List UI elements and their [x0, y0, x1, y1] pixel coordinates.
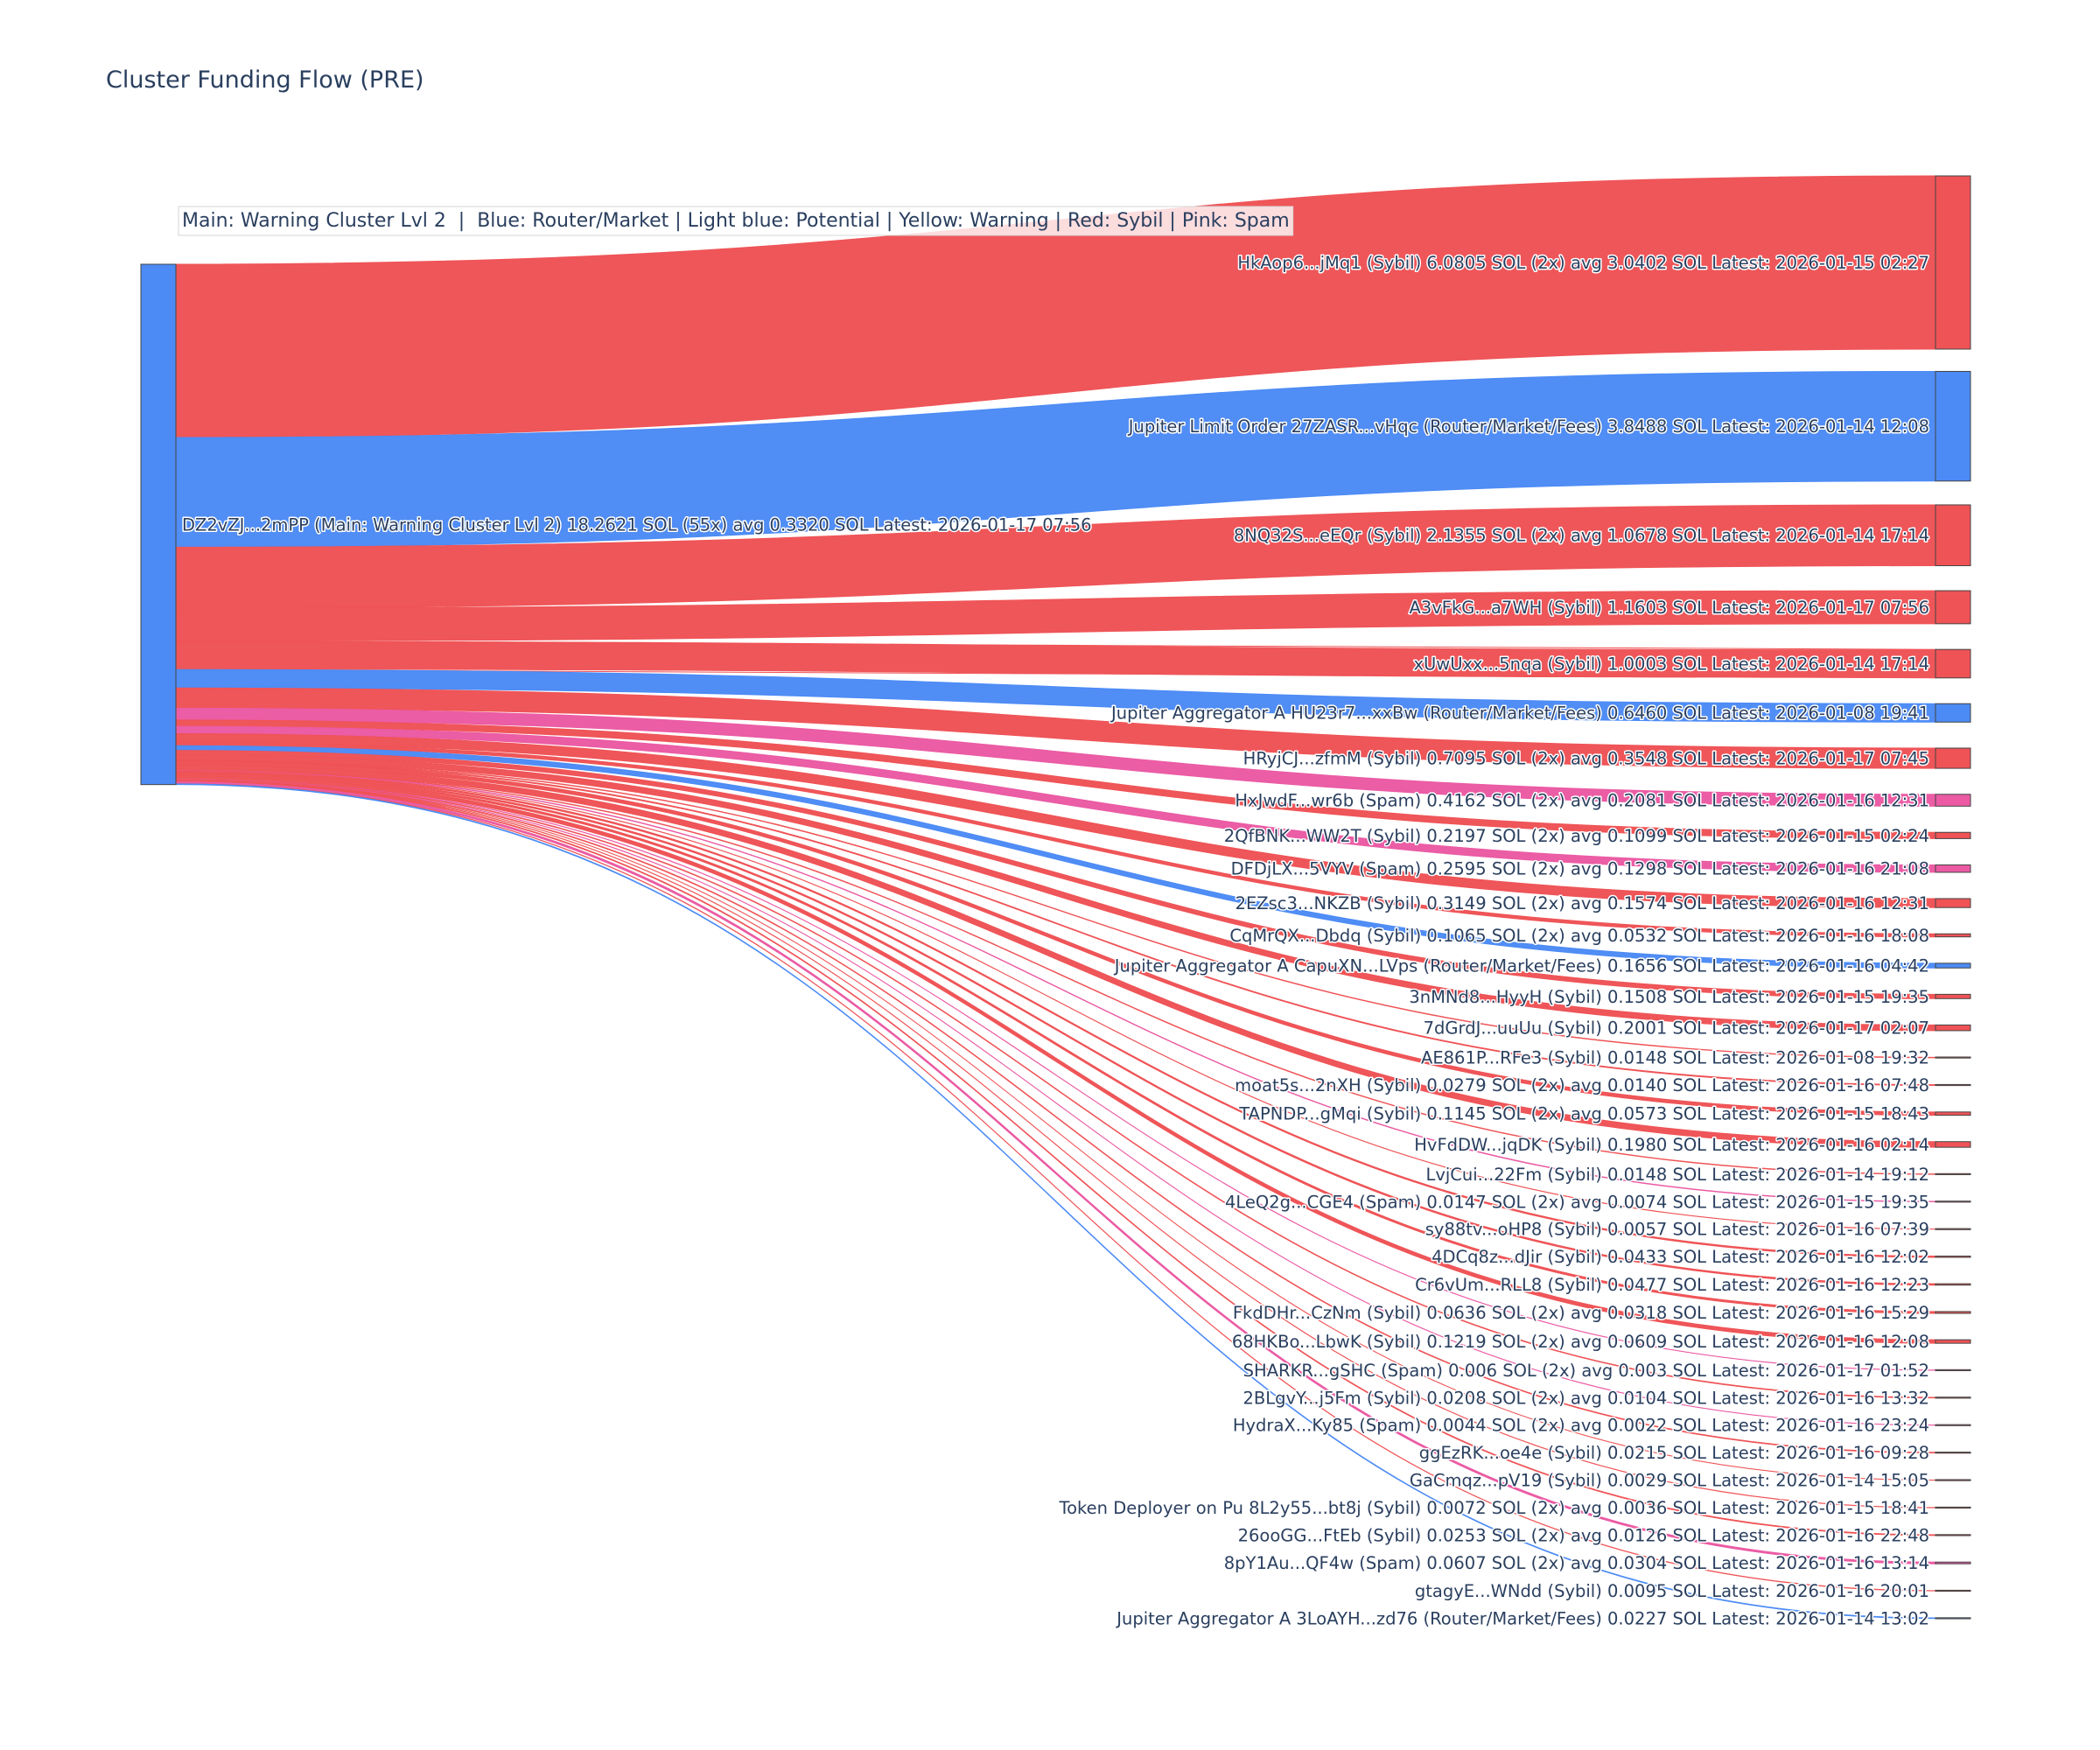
target-node[interactable]	[1935, 590, 1971, 625]
target-node[interactable]	[1935, 1561, 1971, 1564]
target-node-label: 3nMNd8...HyyH (Sybil) 0.1508 SOL Latest:…	[1409, 987, 1929, 1007]
target-node[interactable]	[1935, 1311, 1971, 1314]
target-node[interactable]	[1935, 1172, 1971, 1175]
target-node-label: Jupiter Aggregator A HU23r7...xxBw (Rout…	[1110, 704, 1929, 724]
target-node[interactable]	[1935, 1283, 1971, 1286]
target-node-label: HkAop6...jMq1 (Sybil) 6.0805 SOL (2x) av…	[1237, 253, 1929, 273]
target-node[interactable]	[1935, 1368, 1971, 1372]
sankey-nodes	[140, 175, 1971, 1620]
legend-annotation: Main: Warning Cluster Lvl 2 | Blue: Rout…	[178, 206, 1294, 236]
target-node-label: Jupiter Aggregator A CapuXN...LVps (Rout…	[1113, 956, 1929, 976]
target-node-label: GaCmqz...pV19 (Sybil) 0.0029 SOL Latest:…	[1410, 1471, 1929, 1491]
target-node[interactable]	[1935, 370, 1971, 482]
target-node[interactable]	[1935, 898, 1971, 908]
target-node-label: 4DCq8z...dJir (Sybil) 0.0433 SOL Latest:…	[1432, 1247, 1929, 1267]
target-node-label: Jupiter Limit Order 27ZASR...vHqc (Route…	[1127, 416, 1929, 437]
target-node-label: HRyjCJ...zfmM (Sybil) 0.7095 SOL (2x) av…	[1243, 749, 1929, 769]
target-node[interactable]	[1935, 703, 1971, 723]
target-node-label: gtagyE...WNdd (Sybil) 0.0095 SOL Latest:…	[1415, 1581, 1929, 1601]
target-node-label: TAPNDP...gMqi (Sybil) 0.1145 SOL (2x) av…	[1238, 1104, 1929, 1124]
target-node-label: 26ooGG...FtEb (Sybil) 0.0253 SOL (2x) av…	[1238, 1525, 1929, 1545]
chart-title: Cluster Funding Flow (PRE)	[106, 66, 424, 94]
target-node-label: HvFdDW...jqDK (Sybil) 0.1980 SOL Latest:…	[1414, 1135, 1929, 1155]
target-node[interactable]	[1935, 1452, 1971, 1454]
target-node-label: HxJwdF...wr6b (Spam) 0.4162 SOL (2x) avg…	[1235, 791, 1929, 811]
target-node-label: HydraX...Ky85 (Spam) 0.0044 SOL (2x) avg…	[1233, 1416, 1929, 1436]
target-node[interactable]	[1935, 1617, 1971, 1620]
target-node[interactable]	[1935, 1024, 1971, 1032]
legend-background	[178, 206, 1294, 236]
target-node[interactable]	[1935, 504, 1971, 567]
target-node[interactable]	[1935, 794, 1971, 807]
source-node[interactable]	[140, 263, 177, 786]
target-node[interactable]	[1935, 1589, 1971, 1592]
target-node[interactable]	[1935, 1200, 1971, 1203]
legend-text: Main: Warning Cluster Lvl 2 | Blue: Rout…	[182, 210, 1290, 232]
target-node-label: 7dGrdJ...uuUu (Sybil) 0.2001 SOL Latest:…	[1424, 1018, 1929, 1039]
target-node-label: 2EZsc3...NKZB (Sybil) 0.3149 SOL (2x) av…	[1236, 893, 1929, 914]
target-node[interactable]	[1935, 1339, 1971, 1344]
target-node[interactable]	[1935, 864, 1971, 873]
target-node-label: 4LeQ2g...CGE4 (Spam) 0.0147 SOL (2x) avg…	[1225, 1192, 1929, 1212]
target-node[interactable]	[1935, 1506, 1971, 1509]
target-node[interactable]	[1935, 1256, 1971, 1258]
target-node-label: LvjCui...22Fm (Sybil) 0.0148 SOL Latest:…	[1425, 1165, 1929, 1185]
target-node[interactable]	[1935, 933, 1971, 938]
target-node-label: Cr6vUm...RLL8 (Sybil) 0.0477 SOL Latest:…	[1415, 1275, 1929, 1295]
target-node-label: xUwUxx...5nqa (Sybil) 1.0003 SOL Latest:…	[1413, 654, 1929, 674]
target-node[interactable]	[1935, 1141, 1971, 1148]
sankey-labels: DZ2vZJ...2mPP (Main: Warning Cluster Lvl…	[181, 252, 1931, 1630]
target-node[interactable]	[1935, 747, 1971, 769]
target-node[interactable]	[1935, 993, 1971, 999]
target-node-label: ggEzRK...oe4e (Sybil) 0.0215 SOL Latest:…	[1419, 1443, 1929, 1463]
sankey-links	[175, 175, 1936, 1620]
source-node-label: DZ2vZJ...2mPP (Main: Warning Cluster Lvl…	[182, 514, 1092, 535]
target-node[interactable]	[1935, 1111, 1971, 1116]
target-node-label: A3vFkG...a7WH (Sybil) 1.1603 SOL Latest:…	[1409, 598, 1929, 618]
target-node[interactable]	[1935, 1228, 1971, 1230]
target-node[interactable]	[1935, 175, 1971, 350]
target-node[interactable]	[1935, 962, 1971, 969]
target-node[interactable]	[1935, 1396, 1971, 1399]
target-node-label: CqMrQX...Dbdq (Sybil) 0.1065 SOL (2x) av…	[1229, 926, 1929, 946]
target-node-label: AE861P...RFe3 (Sybil) 0.0148 SOL Latest:…	[1421, 1048, 1929, 1068]
target-node-label: sy88tv...oHP8 (Sybil) 0.0057 SOL Latest:…	[1425, 1220, 1929, 1240]
target-node-label: DFDjLX...5VYV (Spam) 0.2595 SOL (2x) avg…	[1231, 859, 1929, 879]
target-node-label: moat5s...2nXH (Sybil) 0.0279 SOL (2x) av…	[1235, 1075, 1929, 1096]
target-node-label: 2BLgvY...j5Fm (Sybil) 0.0208 SOL (2x) av…	[1242, 1388, 1929, 1408]
target-node[interactable]	[1935, 1083, 1971, 1087]
target-node-label: 8NQ32S...eEQr (Sybil) 2.1355 SOL (2x) av…	[1234, 526, 1929, 546]
target-node-label: SHARKR...gSHC (Spam) 0.006 SOL (2x) avg …	[1243, 1361, 1929, 1381]
target-node-label: 2QfBNK...WW2T (Sybil) 0.2197 SOL (2x) av…	[1224, 826, 1929, 846]
target-node[interactable]	[1935, 1424, 1971, 1426]
target-node-label: 68HKBo...LbwK (Sybil) 0.1219 SOL (2x) av…	[1232, 1332, 1929, 1352]
target-node-label: FkdDHr...CzNm (Sybil) 0.0636 SOL (2x) av…	[1233, 1303, 1929, 1323]
target-node-label: Jupiter Aggregator A 3LoAYH...zd76 (Rout…	[1115, 1608, 1929, 1628]
target-node-label: Token Deployer on Pu 8L2y55...bt8j (Sybi…	[1059, 1498, 1929, 1518]
target-node-label: 8pY1Au...QF4w (Spam) 0.0607 SOL (2x) avg…	[1224, 1553, 1929, 1573]
target-node[interactable]	[1935, 1056, 1971, 1059]
target-node[interactable]	[1935, 831, 1971, 839]
target-node[interactable]	[1935, 1534, 1971, 1536]
target-node[interactable]	[1935, 648, 1971, 679]
